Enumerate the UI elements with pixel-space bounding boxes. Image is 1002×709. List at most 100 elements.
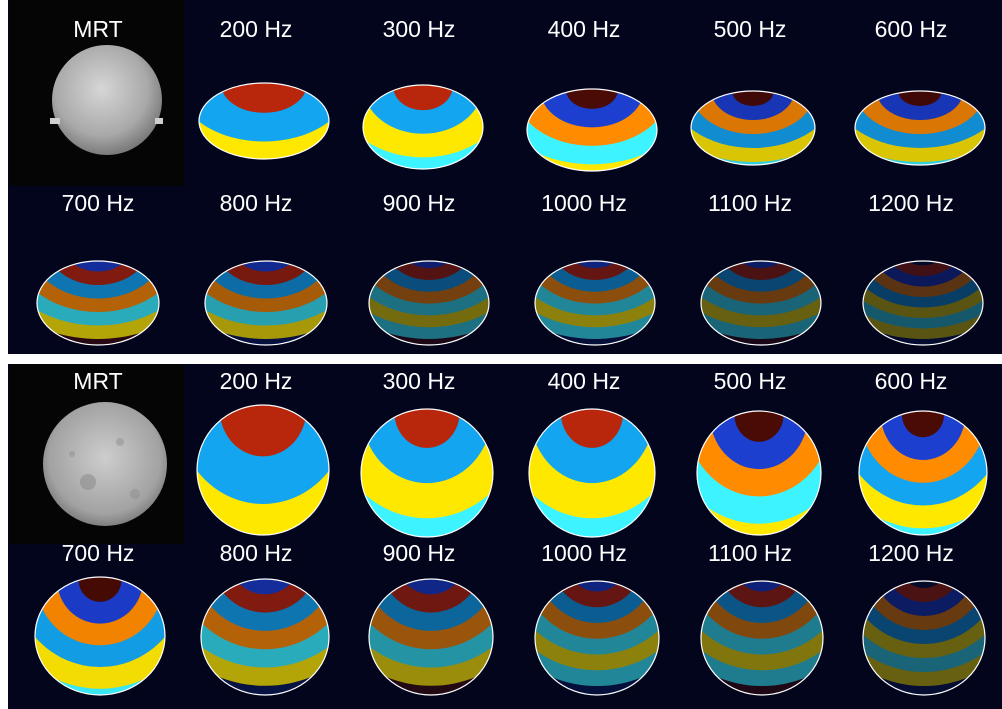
- wave-band: [369, 261, 489, 328]
- freq-label-bottom-200: 200 Hz: [219, 368, 293, 394]
- sample-contour: [34, 576, 166, 696]
- wave-map-top-600: [852, 88, 988, 168]
- mrt-tab-right: [155, 118, 163, 124]
- freq-label-bottom-1200: 1200 Hz: [868, 540, 954, 566]
- wave-band: [210, 579, 320, 613]
- wave-band: [898, 91, 942, 106]
- sample-contour: [858, 410, 988, 536]
- wave-map-bottom-500: [694, 408, 824, 538]
- sample-contour: [696, 410, 822, 536]
- sample-contour: [862, 260, 984, 346]
- wave-map-top-800: [202, 258, 330, 348]
- wave-band: [863, 261, 983, 318]
- wave-band: [732, 91, 774, 106]
- wave-band: [870, 581, 978, 616]
- freq-label-top-300: 300 Hz: [382, 16, 456, 42]
- freq-label-top-500: 500 Hz: [713, 16, 787, 42]
- mrt-tab-left: [50, 118, 60, 124]
- wave-map-top-500: [688, 88, 818, 168]
- wave-band: [78, 577, 122, 602]
- wave-band: [566, 89, 618, 109]
- wave-map-bottom-1100: [698, 578, 826, 698]
- wave-band: [369, 261, 489, 316]
- sample-contour: [854, 90, 986, 166]
- mrt-label-top: MRT: [73, 16, 123, 42]
- wave-map-top-700: [34, 258, 162, 348]
- wave-band: [863, 581, 985, 658]
- wave-band: [701, 261, 821, 328]
- top-panel: MRT 200 Hz 300 Hz 400 Hz 500 Hz 600 Hz 7…: [8, 0, 1002, 354]
- sample-contour: [204, 260, 328, 346]
- freq-label-top-1000: 1000 Hz: [541, 190, 627, 216]
- wave-base: [863, 581, 985, 695]
- freq-label-bottom-700: 700 Hz: [61, 540, 135, 566]
- mrt-inclusion: [130, 489, 140, 499]
- sample-contour: [526, 88, 658, 172]
- wave-map-top-300: [360, 82, 486, 172]
- wave-base: [863, 261, 983, 345]
- freq-label-bottom-1100: 1100 Hz: [708, 540, 792, 566]
- wave-band: [863, 261, 983, 308]
- mrt-inclusion: [69, 451, 75, 457]
- wave-map-bottom-200: [194, 402, 332, 538]
- freq-label-top-400: 400 Hz: [547, 16, 621, 42]
- wave-band: [221, 83, 307, 113]
- freq-label-bottom-500: 500 Hz: [713, 368, 787, 394]
- mrt-inclusion: [116, 438, 124, 446]
- sample-contour: [368, 578, 494, 696]
- freq-label-top-1200: 1200 Hz: [868, 190, 954, 216]
- wave-band: [863, 581, 985, 630]
- freq-label-bottom-300: 300 Hz: [382, 368, 456, 394]
- mrt-label-bottom: MRT: [73, 368, 123, 394]
- freq-label-bottom-400: 400 Hz: [547, 368, 621, 394]
- wave-band: [901, 411, 945, 438]
- bottom-panel: MRT 200 Hz 300 Hz 400 Hz 500 Hz 600 Hz 7…: [8, 364, 1002, 709]
- wave-band: [394, 409, 460, 448]
- wave-band: [369, 261, 489, 292]
- freq-label-top-900: 900 Hz: [382, 190, 456, 216]
- sample-contour: [360, 408, 494, 538]
- wave-map-bottom-1000: [532, 578, 662, 698]
- wave-band: [369, 261, 489, 304]
- sample-contour: [200, 578, 330, 696]
- sample-contour: [690, 90, 816, 166]
- sample-contour: [700, 580, 824, 696]
- freq-label-top-800: 800 Hz: [219, 190, 293, 216]
- sample-contour: [36, 260, 160, 346]
- freq-label-bottom-800: 800 Hz: [219, 540, 293, 566]
- wave-map-bottom-600: [856, 408, 990, 538]
- wave-band: [863, 581, 985, 644]
- wave-map-bottom-1200: [860, 578, 988, 698]
- sample-contour: [534, 580, 660, 696]
- freq-label-top-700: 700 Hz: [61, 190, 135, 216]
- wave-band: [863, 581, 985, 672]
- wave-map-bottom-900: [366, 576, 496, 698]
- mrt-inclusion: [80, 474, 96, 490]
- wave-map-bottom-700: [32, 574, 168, 698]
- sample-contour: [528, 408, 656, 538]
- wave-map-top-1200: [860, 258, 986, 348]
- wave-band: [863, 261, 983, 329]
- wave-map-top-200: [196, 80, 332, 162]
- wave-band: [701, 261, 821, 292]
- wave-base: [701, 261, 821, 345]
- mrt-image-bottom: [10, 364, 184, 544]
- freq-label-top-200: 200 Hz: [219, 16, 293, 42]
- wave-band: [734, 411, 784, 442]
- wave-band: [701, 261, 821, 304]
- wave-map-top-1100: [698, 258, 824, 348]
- wave-band: [701, 261, 821, 316]
- wave-band: [219, 405, 307, 457]
- sample-contour: [700, 260, 822, 346]
- wave-map-bottom-800: [198, 576, 332, 698]
- mrt-image-top: [10, 0, 184, 186]
- wave-band: [863, 261, 983, 297]
- freq-label-top-1100: 1100 Hz: [708, 190, 792, 216]
- sample-contour: [862, 580, 986, 696]
- mrt-sample-disc: [43, 402, 167, 526]
- wave-band: [378, 579, 484, 613]
- wave-map-bottom-300: [358, 406, 496, 540]
- sample-contour: [534, 260, 656, 346]
- wave-map-top-900: [366, 258, 492, 348]
- freq-label-bottom-1000: 1000 Hz: [541, 540, 627, 566]
